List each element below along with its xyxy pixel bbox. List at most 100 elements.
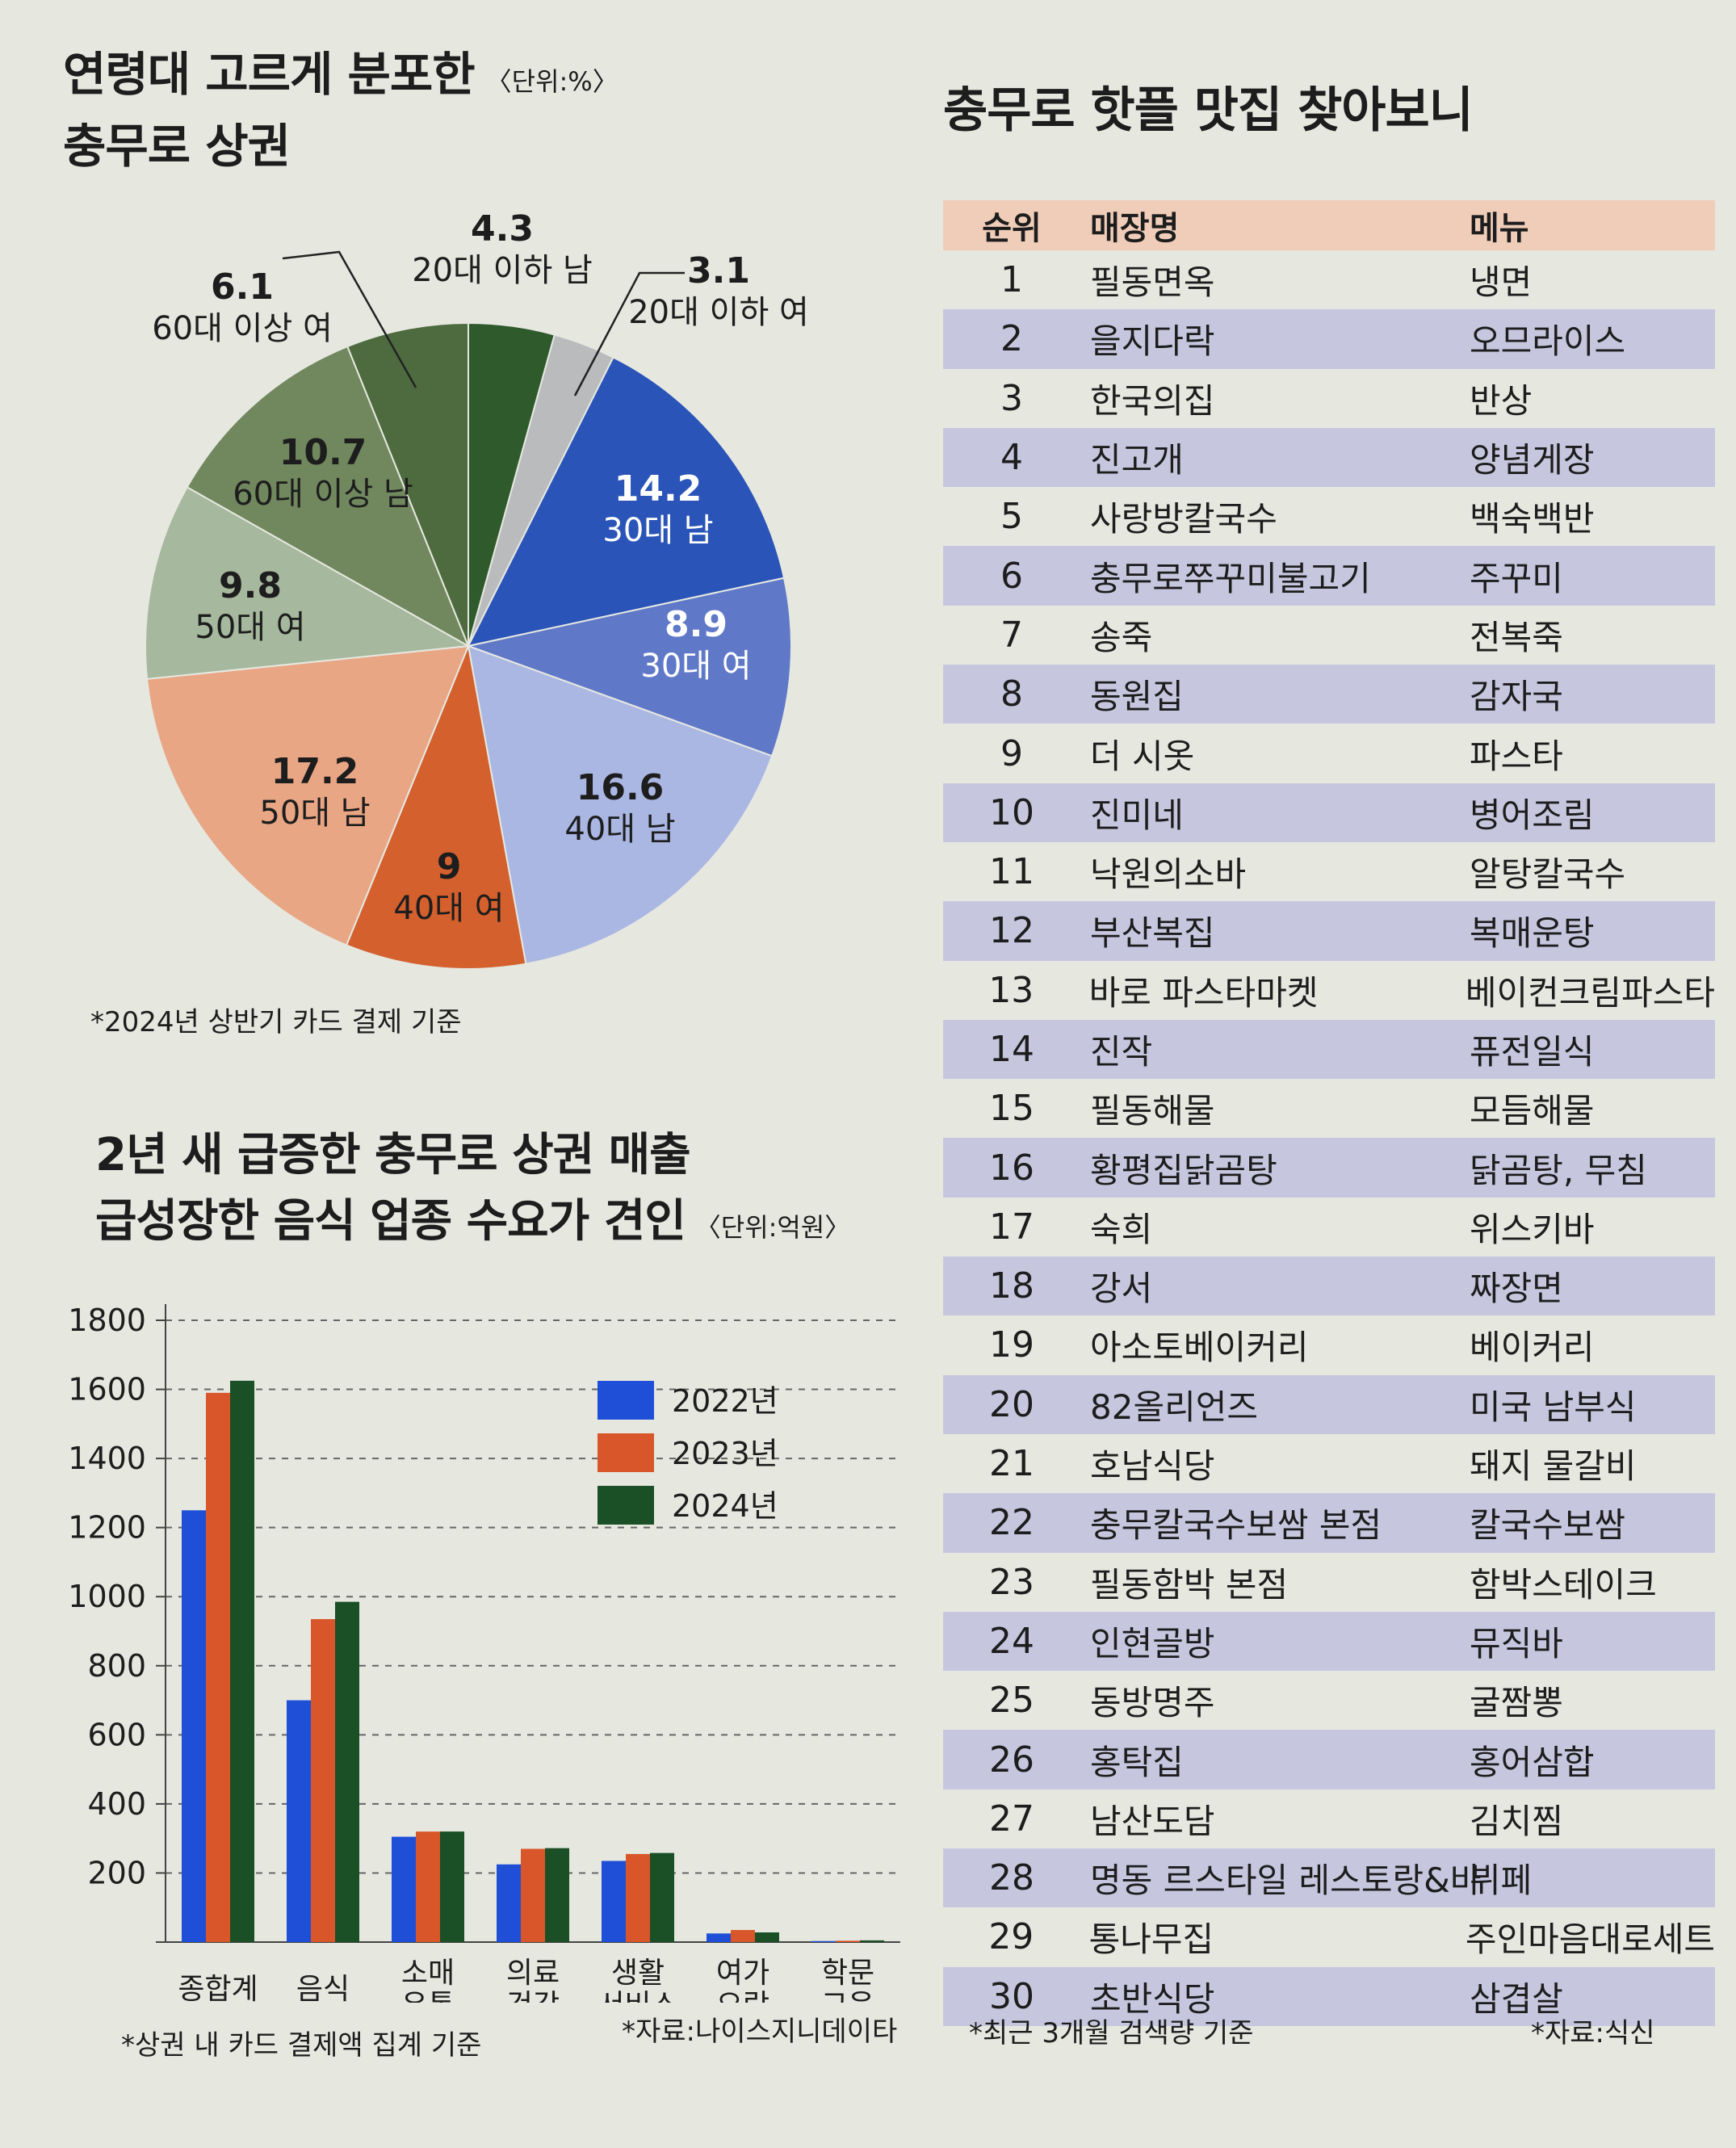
- name-cell: 황평집닭곰탕: [1090, 1150, 1277, 1190]
- menu-cell: 알탕칼국수: [1470, 854, 1626, 895]
- pie-category-label: 50대 남: [259, 795, 370, 832]
- table-row: 13 바로 파스타마켓 베이컨크림파스타: [943, 961, 1715, 1020]
- rank-cell: 16: [989, 1147, 1034, 1189]
- x-tick-label: 유통: [401, 1989, 455, 2003]
- y-tick-label: 400: [87, 1786, 146, 1822]
- rank-cell: 15: [989, 1088, 1034, 1130]
- name-cell: 호남식당: [1090, 1446, 1215, 1487]
- bar: [755, 1932, 779, 1942]
- bar: [440, 1831, 464, 1942]
- pie-note: *2024년 상반기 카드 결제 기준: [90, 1006, 462, 1038]
- pie-value-label: 3.1: [687, 250, 750, 292]
- bar-unit: 〈단위:억원〉: [694, 1212, 851, 1243]
- x-tick-label: 생활: [611, 1957, 665, 1990]
- y-tick-label: 1000: [68, 1579, 146, 1614]
- name-cell: 홍탁집: [1090, 1742, 1184, 1782]
- rank-cell: 9: [1000, 732, 1023, 774]
- menu-cell: 양념게장: [1470, 440, 1595, 480]
- menu-cell: 베이커리: [1470, 1328, 1595, 1368]
- pie-value-label: 9.8: [219, 565, 282, 606]
- bar-chart: 200 400 600 800 1000 1200 1400 1600 1800 종합계 음식 소매유…: [68, 1303, 900, 2003]
- name-cell: 필동해물: [1090, 1091, 1215, 1131]
- bar: [206, 1392, 230, 1942]
- pie-value-label: 10.7: [279, 432, 367, 473]
- pie-leader-line: [282, 250, 417, 388]
- header-name: 매장명: [1090, 210, 1180, 247]
- pie-category-label: 50대 여: [195, 609, 305, 646]
- menu-cell: 파스타: [1470, 736, 1563, 776]
- menu-cell: 홍어삼합: [1470, 1742, 1595, 1782]
- rank-cell: 3: [1000, 377, 1023, 419]
- rank-cell: 24: [989, 1620, 1034, 1662]
- menu-cell: 전복죽: [1470, 617, 1563, 657]
- pie-slice: [145, 644, 470, 946]
- menu-cell: 위스키바: [1470, 1209, 1595, 1249]
- table-row: 24 인현골방 뮤직바: [943, 1611, 1715, 1672]
- name-cell: 통나무집: [1088, 1919, 1214, 1960]
- table-row: 1 필동면옥 냉면: [943, 250, 1715, 309]
- pie-value-label: 17.2: [271, 751, 359, 792]
- y-tick-label: 1800: [68, 1303, 146, 1338]
- legend-swatch: [598, 1486, 654, 1525]
- menu-cell: 삼겹살: [1470, 1978, 1563, 2019]
- name-cell: 아소토베이커리: [1090, 1328, 1309, 1368]
- rank-cell: 17: [989, 1206, 1034, 1248]
- bar-source: *자료:나이스지니데이타: [622, 2016, 898, 2048]
- name-cell: 충무로쭈꾸미불고기: [1090, 558, 1371, 598]
- table-row: 20 82올리언즈 미국 남부식: [943, 1374, 1715, 1434]
- bar: [545, 1848, 569, 1942]
- menu-cell: 반상: [1470, 380, 1533, 421]
- x-tick-label: 음식: [296, 1973, 350, 2003]
- rank-cell: 8: [1000, 673, 1023, 715]
- name-cell: 낙원의소바: [1090, 854, 1247, 895]
- pie-slice: [467, 644, 774, 965]
- y-tick-label: 600: [87, 1717, 146, 1752]
- name-cell: 더 시옷: [1090, 736, 1195, 776]
- pie-category-label: 60대 이상 남: [233, 476, 413, 513]
- rank-cell: 4: [1000, 437, 1023, 479]
- name-cell: 남산도담: [1090, 1801, 1215, 1841]
- name-cell: 진작: [1090, 1032, 1153, 1072]
- rank-cell: 13: [988, 969, 1034, 1011]
- bar: [335, 1601, 359, 1942]
- table-row: 23 필동함박 본점 함박스테이크: [943, 1553, 1715, 1612]
- y-tick-label: 1200: [68, 1510, 146, 1546]
- legend-label: 2022년: [672, 1383, 778, 1419]
- rank-cell: 2: [1000, 318, 1023, 360]
- name-cell: 송죽: [1090, 617, 1153, 657]
- name-cell: 한국의집: [1090, 380, 1215, 421]
- pie-category-label: 60대 이상 여: [152, 310, 333, 347]
- pie-value-label: 16.6: [577, 767, 665, 808]
- menu-cell: 뮤직바: [1470, 1623, 1563, 1663]
- table-row: 5 사랑방칼국수 백숙백반: [943, 487, 1715, 546]
- bar: [836, 1940, 860, 1942]
- rank-cell: 25: [989, 1680, 1034, 1722]
- table-row: 18 강서 짜장면: [943, 1256, 1715, 1316]
- y-tick-label: 200: [87, 1855, 146, 1890]
- legend-swatch: [598, 1381, 654, 1420]
- bar: [230, 1380, 254, 1942]
- bar-title-line2: 급성장한 음식 업종 수요가 견인: [95, 1195, 686, 1248]
- rank-cell: 21: [989, 1443, 1034, 1485]
- table-row: 4 진고개 양념게장: [943, 427, 1715, 488]
- legend-label: 2023년: [672, 1436, 778, 1471]
- bar: [707, 1933, 731, 1942]
- menu-cell: 모듬해물: [1470, 1091, 1595, 1131]
- name-cell: 숙희: [1090, 1209, 1153, 1249]
- pie-value-label: 8.9: [665, 604, 728, 645]
- bar: [650, 1852, 674, 1942]
- name-cell: 필동함박 본점: [1090, 1564, 1289, 1605]
- bar-note: *상권 내 카드 결제액 집계 기준: [121, 2029, 482, 2062]
- rank-cell: 5: [1000, 496, 1023, 538]
- table-row: 19 아소토베이커리 베이커리: [943, 1315, 1715, 1374]
- table-row: 25 동방명주 굴짬뽕: [943, 1671, 1715, 1730]
- name-cell: 강서: [1090, 1269, 1153, 1309]
- pie-title-line1: 연령대 고르게 분포한: [63, 47, 476, 102]
- x-tick-label: 소매: [401, 1957, 455, 1990]
- bar-chart-title: 2년 새 급증한 충무로 상권 매출 급성장한 음식 업종 수요가 견인 〈단위:…: [95, 1122, 850, 1261]
- name-cell: 충무칼국수보쌈 본점: [1090, 1505, 1382, 1546]
- pie-category-label: 30대 남: [602, 512, 713, 549]
- y-tick-label: 800: [87, 1648, 146, 1684]
- rank-cell: 6: [1000, 555, 1023, 597]
